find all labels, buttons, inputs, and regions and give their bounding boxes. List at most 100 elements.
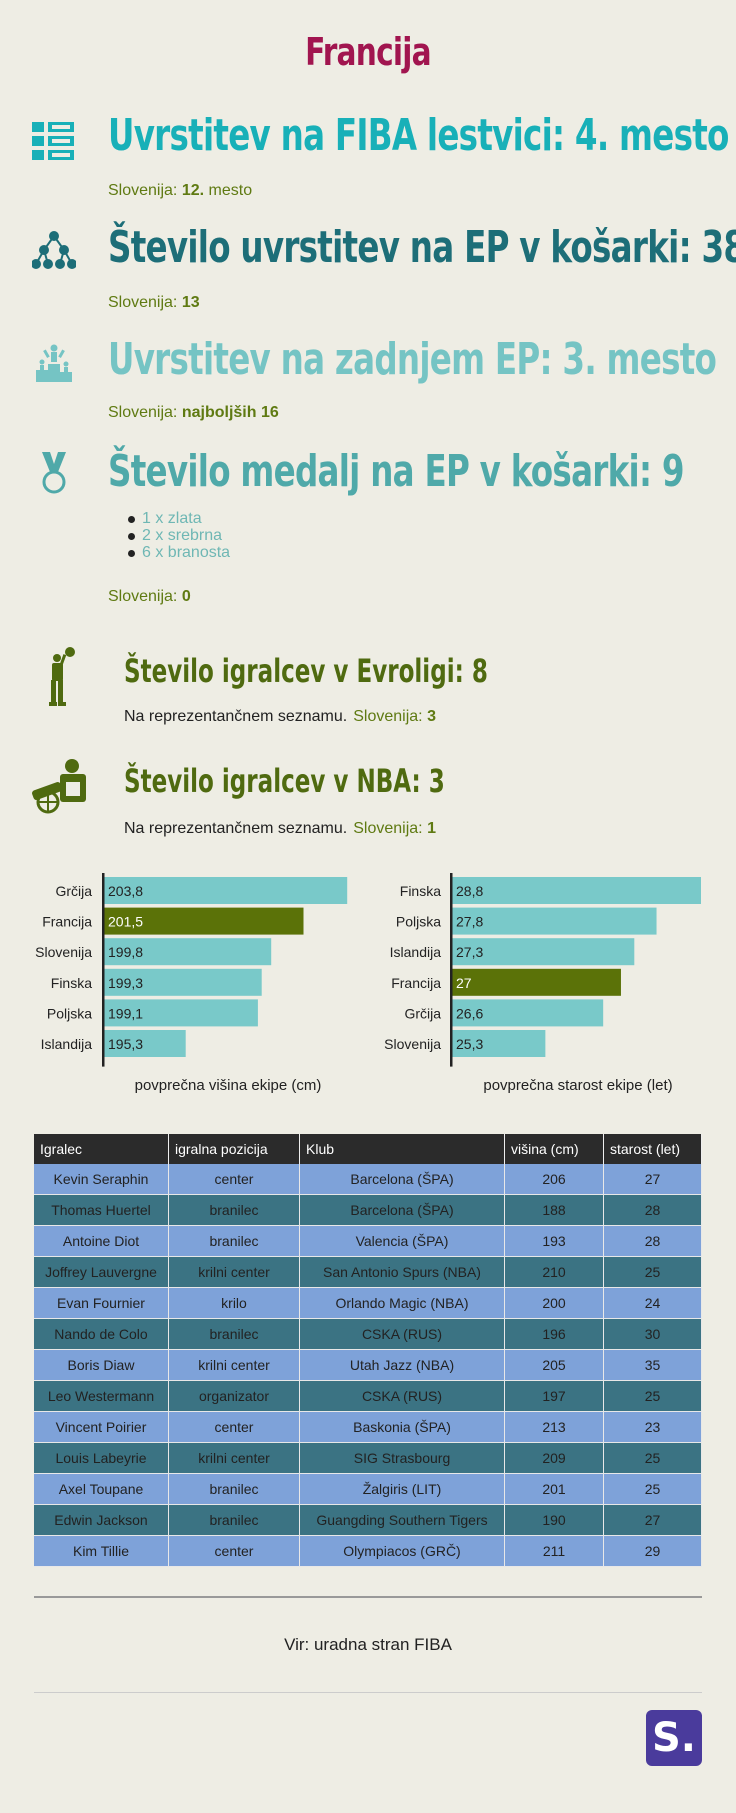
table-cell: organizator (168, 1380, 300, 1412)
player-cannon-icon (32, 759, 86, 814)
table-cell: krilni center (168, 1256, 300, 1288)
comparison-charts: Grčija 203,8 Francija 201,5 Slovenija 199,8 Fi… (35, 873, 701, 1094)
slovenia-value: 1 (427, 820, 436, 837)
table-cell: 25 (603, 1380, 702, 1412)
table-cell: 209 (504, 1442, 604, 1474)
data-label: 199,3 (108, 975, 143, 991)
table-cell: 197 (504, 1380, 604, 1412)
table-cell: Boris Diaw (34, 1349, 169, 1381)
table-cell: CSKA (RUS) (299, 1318, 505, 1350)
table-cell: 35 (603, 1349, 702, 1381)
table-row: Louis Labeyrie krilni center SIG Strasbour… (34, 1442, 702, 1474)
data-label: 199,1 (108, 1005, 143, 1021)
slovenia-suffix: mesto (204, 182, 253, 199)
table-cell: 28 (603, 1225, 702, 1257)
table-cell: 25 (603, 1442, 702, 1474)
table-cell: 25 (603, 1473, 702, 1505)
podium-icon (36, 344, 72, 382)
table-cell: Axel Toupane (34, 1473, 169, 1505)
slovenia-count: Slovenija: 1 (353, 820, 436, 837)
category-label: Slovenija (384, 1036, 441, 1052)
table-cell: Joffrey Lauvergne (34, 1256, 169, 1288)
data-label: 195,3 (108, 1036, 143, 1052)
siol-logo[interactable]: S. (646, 1710, 702, 1766)
table-row: Thomas Huertel branilec Barcelona (ŠPA) 188… (34, 1194, 702, 1226)
page-title: Francija (305, 30, 432, 74)
table-cell: 30 (603, 1318, 702, 1350)
stat-heading: Uvrstitev na FIBA lestvici: 4. mesto (108, 110, 729, 161)
table-cell: 28 (603, 1194, 702, 1226)
slovenia-value: 13 (181, 294, 200, 311)
bar (452, 968, 621, 996)
data-label: 203,8 (108, 883, 143, 899)
category-label: Slovenija (35, 944, 92, 960)
table-row: Boris Diaw krilni center Utah Jazz (NBA) 20… (34, 1349, 702, 1381)
hierarchy-icon (32, 231, 76, 269)
column-header: višina (cm) (504, 1134, 604, 1164)
table-cell: 24 (603, 1287, 702, 1319)
divider (34, 1692, 702, 1693)
category-label: Islandija (390, 944, 442, 960)
data-label: 28,8 (456, 883, 483, 899)
y-axis (450, 873, 453, 1067)
data-label: 26,6 (456, 1005, 483, 1021)
table-cell: center (168, 1411, 300, 1443)
stat-slovenia: Slovenija: 12. mesto (108, 182, 252, 200)
slovenia-label: Slovenija: (353, 820, 428, 837)
table-cell: 25 (603, 1256, 702, 1288)
euroleague-note: Na reprezentančnem seznamu. Slovenija: 3 (124, 708, 436, 726)
table-cell: 193 (504, 1225, 604, 1257)
table-cell: 27 (603, 1504, 702, 1536)
list-item: 1 x zlata (128, 510, 230, 527)
slovenia-label: Slovenija: (108, 182, 182, 199)
basketball-player-icon (49, 647, 75, 706)
table-cell: 211 (504, 1535, 604, 1567)
table-header-row: Igralec igralna pozicija Klub višina (cm… (34, 1134, 702, 1164)
table-cell: branilec (168, 1504, 300, 1536)
table-cell: 201 (504, 1473, 604, 1505)
column-header: starost (let) (603, 1134, 702, 1164)
table-cell: Guangding Southern Tigers (299, 1504, 505, 1536)
bar (452, 907, 657, 935)
category-label: Finska (51, 975, 92, 991)
category-label: Grčija (55, 883, 92, 899)
stat-slovenia: Slovenija: najboljših 16 (108, 404, 279, 422)
ranking-list-icon (32, 122, 74, 160)
category-label: Francija (42, 914, 92, 930)
table-cell: krilni center (168, 1349, 300, 1381)
table-cell: SIG Strasbourg (299, 1442, 505, 1474)
category-label: Finska (400, 883, 441, 899)
data-label: 27 (456, 975, 472, 991)
players-table: Igralec igralna pozicija Klub višina (cm… (34, 1134, 702, 1567)
table-cell: 210 (504, 1256, 604, 1288)
table-cell: Louis Labeyrie (34, 1442, 169, 1474)
table-row: Kevin Seraphin center Barcelona (ŠPA) 206 27 (34, 1164, 702, 1195)
divider (34, 1596, 702, 1598)
slovenia-value: 12. (181, 182, 205, 199)
table-cell: center (168, 1535, 300, 1567)
list-item: 6 x branosta (128, 544, 230, 561)
stat-slovenia: Slovenija: 13 (108, 294, 200, 312)
table-cell: 29 (603, 1535, 702, 1567)
column-header: igralna pozicija (168, 1134, 300, 1164)
category-label: Grčija (404, 1005, 441, 1021)
table-row: Evan Fournier krilo Orlando Magic (NBA) 200… (34, 1287, 702, 1319)
table-cell: Barcelona (ŠPA) (299, 1164, 505, 1195)
x-axis-label: povprečna starost ekipe (let) (483, 1077, 672, 1094)
table-cell: 200 (504, 1287, 604, 1319)
table-cell: 213 (504, 1411, 604, 1443)
stat-heading: Število medalj na EP v košarki: 9 (108, 446, 684, 497)
bar (104, 999, 258, 1027)
stat-slovenia: Slovenija: 0 (108, 588, 191, 606)
slovenia-count: Slovenija: 3 (353, 708, 436, 725)
category-label: Francija (391, 975, 441, 991)
bar (104, 1030, 186, 1057)
table-cell: Leo Westermann (34, 1380, 169, 1412)
table-cell: Barcelona (ŠPA) (299, 1194, 505, 1226)
table-cell: center (168, 1164, 300, 1195)
slovenia-value: 3 (427, 708, 436, 725)
bar (104, 938, 272, 966)
table-row: Edwin Jackson branilec Guangding Southern … (34, 1504, 702, 1536)
height-bar-chart: Grčija 203,8 Francija 201,5 Slovenija 199,8 Fi… (35, 873, 348, 1094)
table-cell: krilni center (168, 1442, 300, 1474)
